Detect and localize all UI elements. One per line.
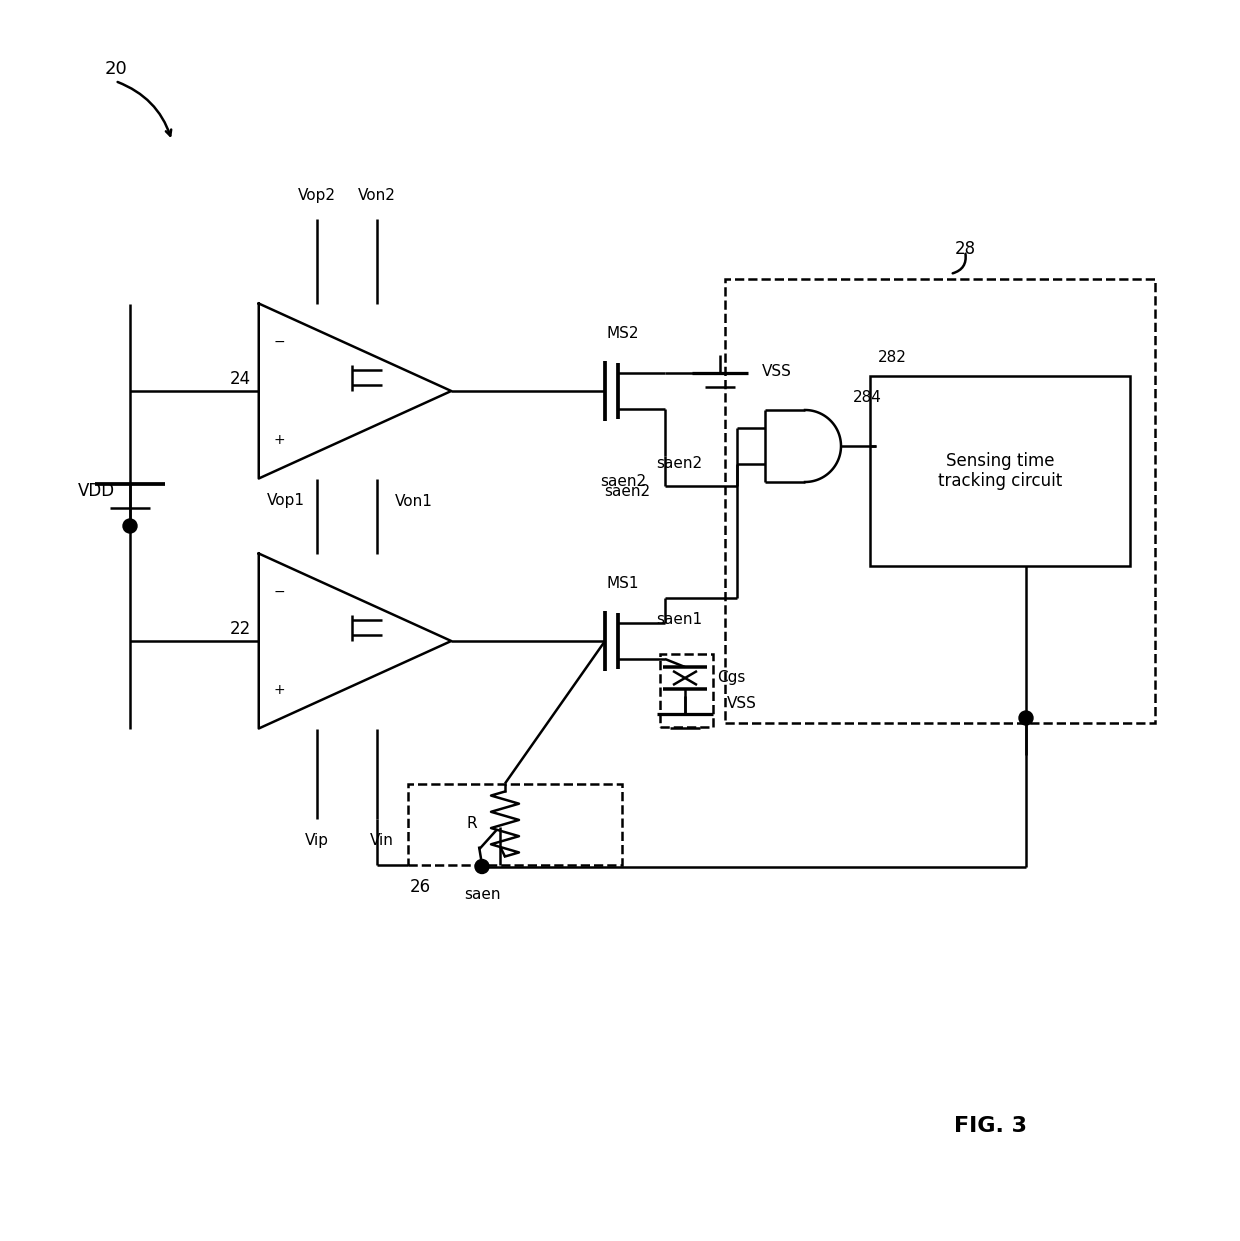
Text: saen1: saen1 xyxy=(656,613,702,628)
Text: 24: 24 xyxy=(229,370,250,388)
Text: −: − xyxy=(274,335,285,349)
Text: saen: saen xyxy=(464,887,500,902)
Text: saen2: saen2 xyxy=(600,474,646,489)
Text: Vop2: Vop2 xyxy=(298,187,336,204)
Text: +: + xyxy=(274,433,285,448)
Text: FIG. 3: FIG. 3 xyxy=(954,1116,1027,1136)
Text: 282: 282 xyxy=(878,350,906,366)
Text: VSS: VSS xyxy=(763,364,792,379)
Bar xyxy=(870,376,1130,566)
Bar xyxy=(408,783,622,865)
Circle shape xyxy=(475,860,489,874)
Text: saen2: saen2 xyxy=(656,457,702,472)
Text: Vip: Vip xyxy=(305,833,329,848)
Text: 22: 22 xyxy=(229,620,250,638)
Text: VSS: VSS xyxy=(727,696,756,711)
Text: Von2: Von2 xyxy=(358,187,396,204)
Text: Von1: Von1 xyxy=(396,494,433,509)
Text: 20: 20 xyxy=(105,60,128,78)
Text: Sensing time
tracking circuit: Sensing time tracking circuit xyxy=(937,452,1063,490)
Text: +: + xyxy=(274,684,285,697)
Text: 284: 284 xyxy=(853,391,882,406)
Text: Cgs: Cgs xyxy=(717,670,745,685)
Text: 26: 26 xyxy=(410,877,432,896)
Text: Vin: Vin xyxy=(370,833,394,848)
Text: MS1: MS1 xyxy=(606,576,640,591)
Bar xyxy=(725,279,1154,724)
Circle shape xyxy=(123,519,136,532)
Text: R: R xyxy=(466,817,477,831)
Text: 28: 28 xyxy=(955,240,976,258)
Circle shape xyxy=(1019,711,1033,725)
Text: VDD: VDD xyxy=(78,482,115,500)
Text: −: − xyxy=(274,585,285,598)
Text: saen2: saen2 xyxy=(604,484,650,499)
Text: MS2: MS2 xyxy=(606,325,640,340)
Bar xyxy=(660,654,713,727)
Text: Vop1: Vop1 xyxy=(267,494,305,509)
